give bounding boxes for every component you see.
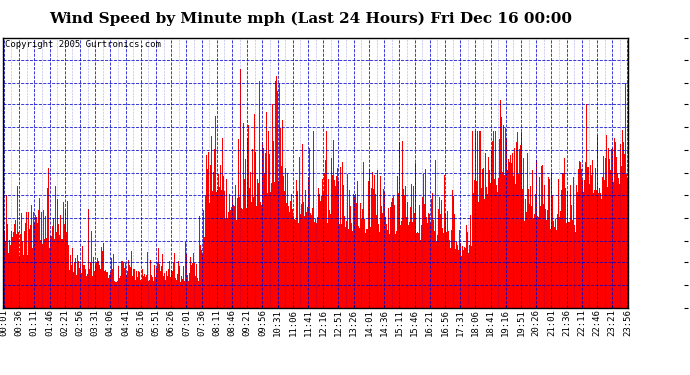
Text: Wind Speed by Minute mph (Last 24 Hours) Fri Dec 16 00:00: Wind Speed by Minute mph (Last 24 Hours)…	[49, 11, 572, 26]
Text: Copyright 2005 Gurtronics.com: Copyright 2005 Gurtronics.com	[5, 40, 161, 49]
